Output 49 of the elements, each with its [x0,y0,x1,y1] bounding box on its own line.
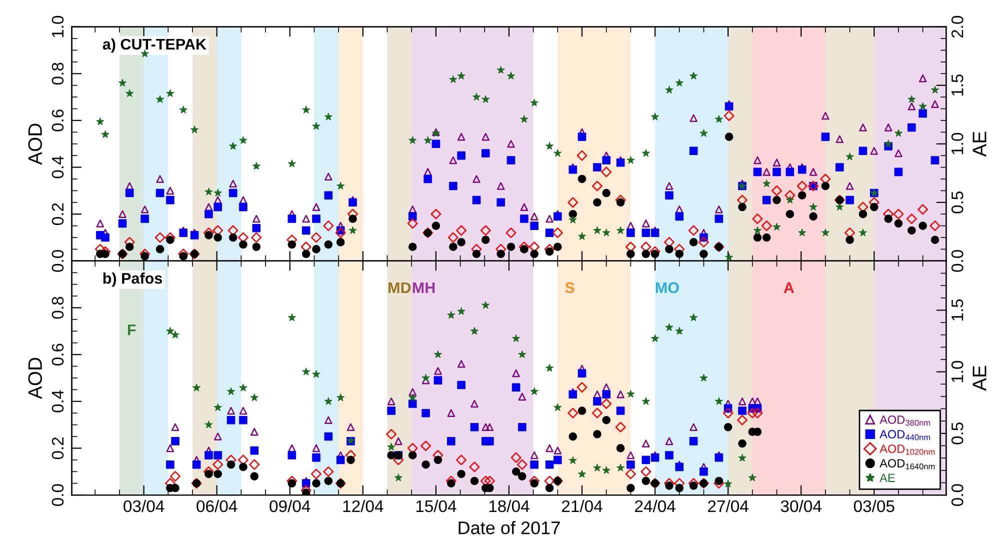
text: b) Pafos [103,272,162,287]
y2-tick-label: 0.0 [951,250,964,272]
y2-tick-label: 1.5 [952,74,964,96]
band-label: A [784,282,794,293]
x-tick-label: 03/04 [124,500,164,512]
y2-tick-label: 1.0 [951,360,964,382]
band-label: MD [388,282,411,293]
x-tick-label: 21/04 [562,500,602,512]
legend-label: AE [880,474,895,482]
band-label: MO [656,282,679,294]
y-tick-label: 0.4 [52,390,64,412]
y2-tick-label: 1.5 [952,299,964,321]
y-tick-label: 0.6 [52,344,64,366]
y-tick-label: 1.0 [52,16,64,38]
legend-label: AOD$_{1640nm}$ [880,459,935,470]
x-tick-label: 06/04 [196,500,238,512]
x-tick-label: 27/04 [708,500,748,512]
band-label: MH [412,282,435,293]
y2-tick-label: 0.0 [951,484,964,506]
x-tick-label: 18/04 [489,500,530,512]
y2-tick-label: 1.0 [951,132,964,154]
y2-axis-title: AE [972,132,986,157]
x-tick-label: 09/04 [270,500,310,512]
x-tick-label: 12/04 [343,500,384,512]
x-tick-label: 15/04 [416,500,456,512]
y-tick-label: 0.6 [52,110,64,132]
band-label: F [128,324,136,336]
x-axis-title: Date of 2017 [458,521,560,534]
y-axis-title: AOD [28,124,42,165]
y2-tick-label: 0.5 [951,422,964,444]
y-tick-label: 0.8 [52,62,64,85]
y-axis-title: AOD [28,358,42,400]
x-tick-label: 24/04 [635,500,676,512]
y2-tick-label: 0.5 [951,192,964,214]
legend-label: AOD$_{1020nm}$ [880,444,935,455]
x-tick-label: 30/04 [780,500,822,512]
band-label: S [565,282,574,294]
x-tick-label: 03/05 [854,500,894,512]
y-tick-label: 0.0 [52,250,64,272]
y2-axis-title: AE [972,366,986,391]
y-tick-label: 0.4 [52,156,64,178]
y-tick-label: 0.2 [52,203,64,226]
legend-label: AOD$_{380nm}$ [880,416,930,426]
y-tick-label: 0.0 [52,484,64,506]
y2-tick-label: 2.0 [951,16,964,38]
legend-label: AOD$_{440nm}$ [880,430,930,440]
y-tick-label: 0.2 [52,437,64,460]
y-tick-label: 0.8 [52,296,64,319]
text: a) CUT-TEPAK [102,38,206,53]
